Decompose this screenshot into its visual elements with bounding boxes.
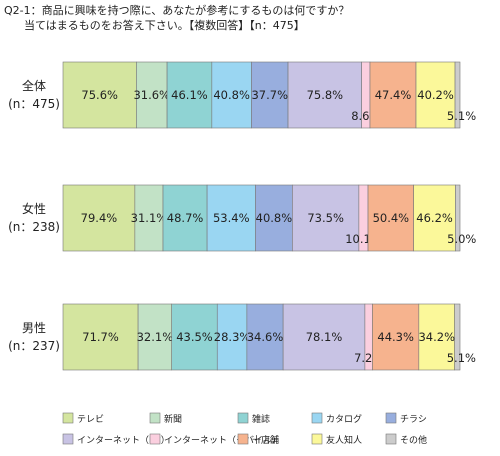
legend-swatch xyxy=(311,433,323,445)
bar-segment-3 xyxy=(162,184,208,252)
bar-segment-10 xyxy=(455,184,461,252)
data-label: 47.4% xyxy=(375,88,412,102)
chart-title-line-1: Q2-1：商品に興味を持つ際に、あなたが参考にするものは何ですか？ xyxy=(4,3,349,17)
bar-segment-3 xyxy=(171,303,218,371)
bar-segment-9 xyxy=(415,61,456,129)
chart-title-line-2: 当てはまるものをお答え下さい。【複数回答】【n：475】 xyxy=(24,18,305,32)
legend-swatch xyxy=(385,433,397,445)
bar-segment-3 xyxy=(166,61,213,129)
legend-item-4: カタログ xyxy=(311,412,362,425)
legend-swatch xyxy=(311,412,323,424)
bar-row-3: 71.7% 32.1% 43.5% 28.3%34.6% 78.1%7.2%44.3% 3… xyxy=(62,303,476,371)
data-label: 71.7% xyxy=(82,330,119,344)
bar-segment-4 xyxy=(216,303,248,371)
bar-segment-6 xyxy=(282,303,366,371)
legend-item-9: 友人知人 xyxy=(311,433,362,446)
category-name: 男性 xyxy=(22,321,46,335)
legend-item-7: インターネット（モバイル） xyxy=(149,433,281,446)
bar-segment-6 xyxy=(287,61,362,129)
legend-swatch xyxy=(385,412,397,424)
data-label: 43.5% xyxy=(176,330,213,344)
data-label: 75.8% xyxy=(307,88,344,102)
legend-label: 雑誌 xyxy=(252,413,270,425)
data-label: 73.5% xyxy=(307,211,344,225)
bar-segment-10 xyxy=(454,303,461,371)
data-label: 46.1% xyxy=(171,88,208,102)
data-label: 48.7% xyxy=(167,211,204,225)
data-label: 5.0% xyxy=(447,232,476,246)
legend-label: 十店舗 xyxy=(252,434,279,446)
bar-segment-8 xyxy=(369,61,417,129)
legend-label: インターネット（PC） xyxy=(77,435,170,446)
legend-item-6: インターネット（PC） xyxy=(62,433,170,446)
data-label: 5.1% xyxy=(447,351,476,365)
legend-label: 友人知人 xyxy=(326,434,362,446)
legend-item-8: 十店舗 xyxy=(237,433,279,446)
legend-swatch xyxy=(62,433,74,445)
bar-segment-2 xyxy=(137,303,173,371)
bar-segment-10 xyxy=(454,61,461,129)
data-label: 46.2% xyxy=(416,211,453,225)
bar-segment-1 xyxy=(62,303,139,371)
legend-swatch xyxy=(237,433,249,445)
data-label: 50.4% xyxy=(373,211,410,225)
data-label: 75.6% xyxy=(81,88,118,102)
legend-label: その他 xyxy=(400,434,427,446)
legend-label: インターネット（モバイル） xyxy=(164,435,281,446)
category-label-2: 女性 (n：238) xyxy=(8,201,60,234)
bar-row-1: 75.6% 31.6% 46.1% 40.8% 37.7% 75.8%8.6%47.4% 4… xyxy=(62,61,476,129)
plot-area: 全体(n：475)75.6% 31.6% 46.1% 40.8% 37.7% 75.8%8… xyxy=(8,61,476,371)
data-label: 32.1% xyxy=(137,330,174,344)
category-name: 全体 xyxy=(22,78,46,93)
bar-row-2: 79.4% 31.1% 48.7% 53.4% 40.8% 73.5%10.1%50.4%… xyxy=(62,184,476,252)
category-sample-size: (n：475) xyxy=(8,97,60,111)
legend-item-2: 新聞 xyxy=(149,412,182,425)
legend-swatch xyxy=(237,412,249,424)
data-label: 34.2% xyxy=(418,330,455,344)
data-label: 78.1% xyxy=(306,330,343,344)
legend-swatch xyxy=(62,412,74,424)
bar-segment-9 xyxy=(418,303,455,371)
legend-item-5: チラシ xyxy=(385,412,427,425)
bar-segment-1 xyxy=(62,61,137,129)
bar-segment-4 xyxy=(211,61,252,129)
data-label: 34.6% xyxy=(247,330,284,344)
data-label: 40.8% xyxy=(256,211,293,225)
category-sample-size: (n：237) xyxy=(8,339,60,353)
category-label-1: 全体 (n：475) xyxy=(8,78,60,111)
category-label-3: 男性 (n：237) xyxy=(8,321,60,353)
bar-segment-2 xyxy=(136,61,168,129)
data-label: 31.6% xyxy=(133,88,170,102)
category-sample-size: (n：238) xyxy=(8,220,60,234)
legend-item-3: 雑誌 xyxy=(237,412,270,425)
data-label: 79.4% xyxy=(81,211,118,225)
legend: テレビ 新聞 雑誌 カタログ チラシインターネット（PC）インターネット（モバイル）十店… xyxy=(62,412,427,446)
data-label: 37.7% xyxy=(251,88,288,102)
data-label: 31.1% xyxy=(131,211,168,225)
legend-item-1: テレビ xyxy=(62,412,104,425)
chart-title: Q2-1：商品に興味を持つ際に、あなたが参考にするものは何ですか？ 当てはまるも… xyxy=(4,3,349,32)
data-label: 44.3% xyxy=(377,330,414,344)
legend-item-10: その他 xyxy=(385,433,427,446)
data-label: 53.4% xyxy=(213,211,250,225)
legend-label: テレビ xyxy=(77,414,104,425)
data-label: 28.3% xyxy=(214,330,251,344)
bar-segment-5 xyxy=(251,61,289,129)
data-label: 5.1% xyxy=(447,109,476,123)
bar-segment-5 xyxy=(246,303,284,371)
bar-segment-1 xyxy=(62,184,136,252)
data-label: 40.2% xyxy=(417,88,454,102)
bar-segment-8 xyxy=(367,184,414,252)
legend-label: チラシ xyxy=(400,414,427,425)
bar-segment-5 xyxy=(255,184,293,252)
legend-swatch xyxy=(149,433,161,445)
legend-swatch xyxy=(149,412,161,424)
bar-segment-8 xyxy=(372,303,420,371)
legend-label: カタログ xyxy=(326,413,362,425)
data-label: 40.8% xyxy=(213,88,250,102)
bar-segment-6 xyxy=(292,184,360,252)
category-name: 女性 xyxy=(22,201,46,216)
legend-label: 新聞 xyxy=(164,413,182,425)
